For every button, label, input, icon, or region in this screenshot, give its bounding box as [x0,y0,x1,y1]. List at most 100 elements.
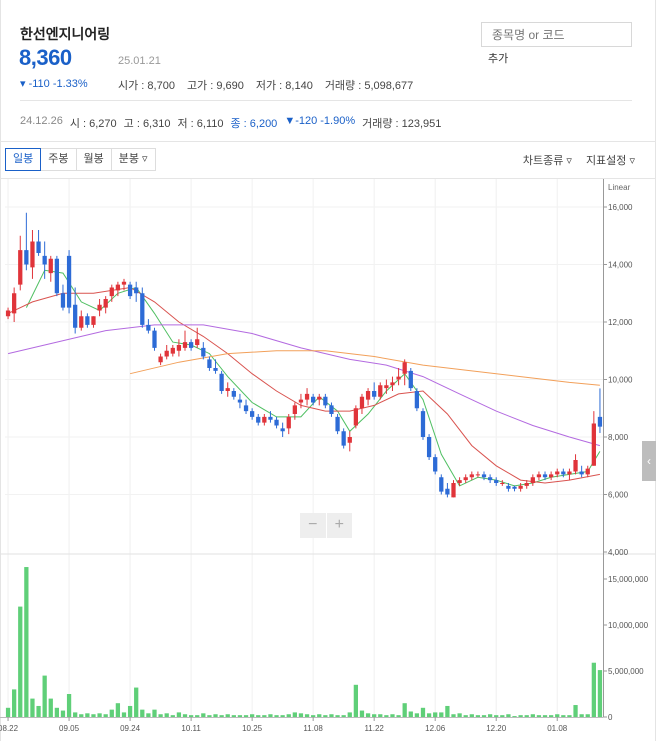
candle-body [85,316,90,325]
candle-body [48,258,53,274]
candle-body [420,411,426,437]
candle-body [127,284,133,297]
date-tick-label: 09.05 [59,724,80,733]
volume-bar [170,715,175,717]
volume-bar [445,705,450,717]
volume-bar [567,715,572,717]
ohlc-summary: 시가 : 8,700 고가 : 9,690 저가 : 8,140 거래량 : 5… [118,77,413,93]
candle-body [341,431,346,446]
ma20-line [7,286,600,484]
volume-bar [97,713,102,717]
volume-bar [60,710,66,717]
volume-bar [195,715,200,717]
volume-bar [317,714,322,717]
candle-body [591,423,596,466]
candle-body [231,391,236,397]
volume-bar [323,715,328,717]
volume-bar [274,715,279,717]
price-tick-label: 10,000 [608,376,633,385]
add-button[interactable]: 추가 [488,53,509,65]
candle-body [518,485,523,489]
volume-bar [451,714,456,717]
volume-bar [414,713,420,717]
volume-bar [182,714,188,717]
volume-bar [127,705,133,717]
candle-body [286,416,291,429]
volume-bar [54,707,60,717]
candle-body [597,416,603,427]
volume-bar [164,713,169,717]
current-price: 8,360 [19,45,72,70]
date-tick-label: 11.08 [303,724,323,733]
volume-bar [219,715,224,717]
candle-body [66,255,72,308]
date-tick-label: 08.22 [0,724,19,733]
volume-bar [280,715,285,717]
candle-body [262,416,267,423]
zoom-out-button[interactable]: − [308,516,318,533]
volume-bar [304,714,310,717]
candle-body [97,304,102,311]
zoom-in-button[interactable]: + [325,513,353,538]
volume-bar [390,714,395,717]
date-tick-label: 11.22 [364,724,384,733]
candle-body [451,483,456,498]
volume-bar [262,715,267,717]
ma5-line [25,269,601,487]
period-tabs: 일봉 주봉 월봉 분봉 ▿ [5,148,156,171]
candle-body [481,474,487,478]
volume-bar [585,714,590,717]
stock-chart[interactable]: Linear 16,000 14,000 12,000 10,000 8,000 6,000… [0,179,656,741]
candle-body [280,428,285,432]
volume-bar [311,715,316,717]
candle-body [469,474,474,478]
chart-type-dropdown[interactable]: 차트종류 ▿ [522,155,572,167]
candle-body [195,339,200,345]
candle-body [317,396,322,400]
stock-search-input[interactable] [481,22,632,47]
candle-body [439,477,444,492]
volume-bar [115,703,121,717]
volume-bar [48,698,53,717]
candle-body [121,281,127,285]
candle-body [414,391,420,409]
price-tick-label: 14,000 [608,261,633,270]
indicator-settings-dropdown[interactable]: 지표설정 ▿ [585,155,635,167]
volume-bar [12,689,17,717]
candle-body [73,304,78,328]
hover-date: 24.12.26 [20,115,63,127]
candle-body [542,474,548,478]
stock-name: 한선엔지니어링 [20,26,111,42]
volume-bar [103,714,108,717]
volume-bar [18,606,23,717]
volume-bar [597,670,603,717]
candle-body [213,368,218,371]
low-price: 저가 : 8,140 [255,80,313,92]
volume-bar [512,716,517,717]
candle-body [304,393,310,400]
volume-bar [487,714,493,717]
volume-bar [494,715,499,717]
side-panel-toggle[interactable]: ‹ [642,441,656,481]
candle-body [573,460,578,472]
candle-body [146,324,151,331]
tab-monthly[interactable]: 월봉 [75,148,112,171]
divider [20,100,632,101]
candle-body [329,405,334,414]
hover-open: 시 : 6,270 [69,118,117,130]
candle-body [384,385,389,389]
candle-body [225,388,230,391]
volume-bar [188,715,194,717]
candle-body [548,474,554,478]
candle-body [372,391,377,397]
candle-body [158,356,163,363]
volume-bar [85,713,90,717]
tab-daily[interactable]: 일봉 [5,148,42,171]
tab-minute[interactable]: 분봉 ▿ [110,148,156,171]
volume-bar [201,713,206,717]
candle-body [500,483,505,484]
candle-body [506,485,511,489]
tab-weekly[interactable]: 주봉 [40,148,77,171]
volume-tick-label: 15,000,000 [608,575,649,584]
candle-body [561,471,566,475]
